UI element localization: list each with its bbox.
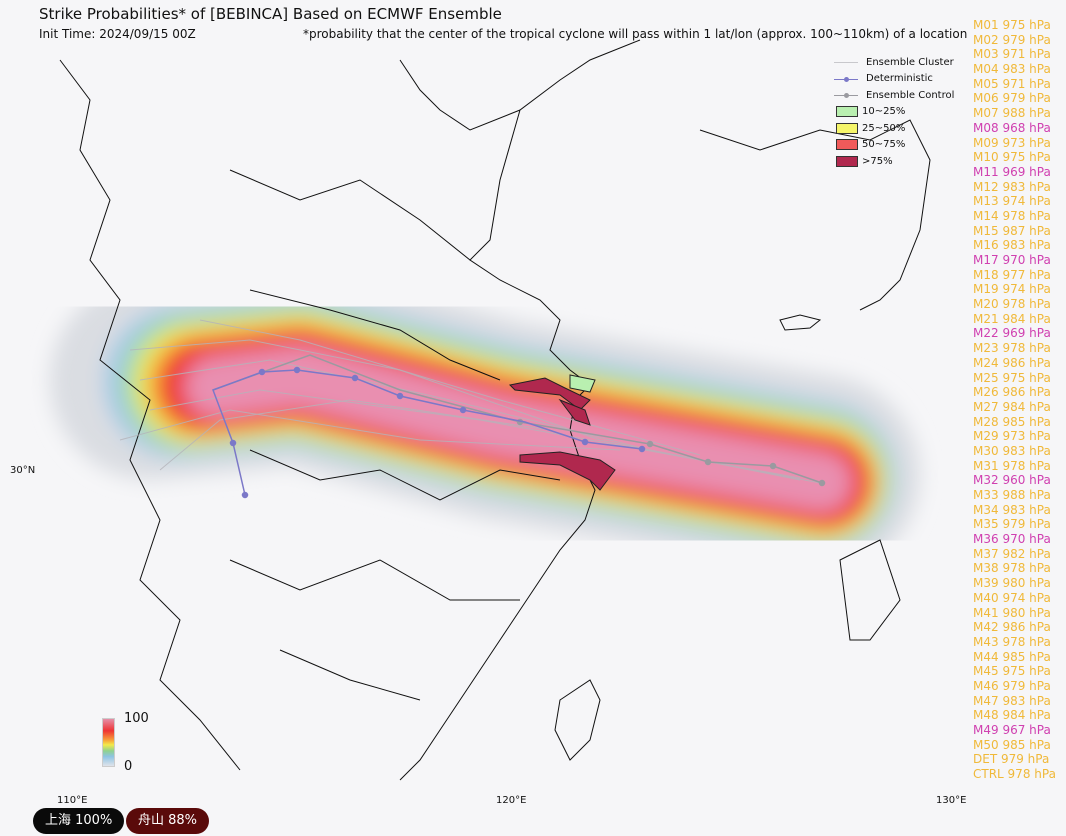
lon-label-110: 110°E [57, 795, 88, 806]
coastline-borders [59, 39, 931, 781]
member-item: M38 978 hPa [973, 561, 1051, 576]
member-item: M44 985 hPa [973, 649, 1051, 664]
member-item: M13 974 hPa [973, 194, 1051, 209]
legend-label: 25~50% [862, 122, 906, 134]
init-time: Init Time: 2024/09/15 00Z [39, 27, 196, 41]
lon-label-130: 130°E [936, 795, 967, 806]
member-item: M17 970 hPa [973, 253, 1051, 267]
legend-label: >75% [862, 155, 893, 167]
member-item: M42 986 hPa [973, 620, 1051, 635]
member-item: M30 983 hPa [973, 443, 1051, 458]
legend-label: Ensemble Control [866, 89, 955, 101]
member-item: M25 975 hPa [973, 370, 1051, 385]
member-item: M37 982 hPa [973, 546, 1051, 561]
member-item: M41 980 hPa [973, 605, 1051, 620]
swatch-icon [836, 122, 858, 134]
member-item: M34 983 hPa [973, 502, 1051, 517]
member-item: M06 979 hPa [973, 91, 1051, 106]
member-item: M04 983 hPa [973, 62, 1051, 77]
member-item: M31 978 hPa [973, 458, 1051, 473]
badge-zhoushan: 舟山 88% [126, 808, 210, 834]
member-item: M23 978 hPa [973, 341, 1051, 356]
member-item: M09 973 hPa [973, 135, 1051, 150]
member-item: M11 969 hPa [973, 164, 1051, 179]
ensemble-control-track [212, 354, 826, 487]
member-item: M49 967 hPa [973, 723, 1051, 737]
legend-10-25: 10~25% [832, 104, 954, 121]
legend-25-50: 25~50% [832, 120, 954, 137]
colorbar-max: 100 [124, 711, 149, 726]
colorbar [102, 718, 115, 767]
legend-label: Ensemble Cluster [866, 56, 954, 68]
badge-shanghai: 上海 100% [33, 808, 125, 834]
member-item: M50 985 hPa [973, 737, 1051, 752]
member-item: M27 984 hPa [973, 399, 1051, 414]
member-item: M47 983 hPa [973, 693, 1051, 708]
member-item: M24 986 hPa [973, 355, 1051, 370]
member-item: M39 980 hPa [973, 576, 1051, 591]
legend-label: 10~25% [862, 106, 906, 118]
member-item: M35 979 hPa [973, 517, 1051, 532]
member-item: M28 985 hPa [973, 414, 1051, 429]
member-item: M12 983 hPa [973, 179, 1051, 194]
legend-ensemble-control: Ensemble Control [832, 87, 954, 104]
legend-ensemble-cluster: Ensemble Cluster [832, 54, 954, 71]
member-item: M15 987 hPa [973, 223, 1051, 238]
legend-deterministic: Deterministic [832, 71, 954, 88]
legend-label: Deterministic [866, 73, 933, 85]
footnote: *probability that the center of the trop… [303, 27, 968, 41]
member-item: DET 979 hPa [973, 752, 1050, 767]
lat-label-30: 30°N [10, 465, 36, 476]
swatch-icon [836, 139, 858, 151]
member-item: M03 971 hPa [973, 47, 1051, 62]
member-item: M16 983 hPa [973, 238, 1051, 253]
member-item: M07 988 hPa [973, 106, 1051, 121]
member-item: M45 975 hPa [973, 664, 1051, 679]
member-item: M32 960 hPa [973, 473, 1051, 488]
member-item: M43 978 hPa [973, 634, 1051, 649]
member-item: M22 969 hPa [973, 326, 1051, 341]
deterministic-track [212, 366, 646, 499]
line-dot-icon [832, 90, 860, 100]
member-item: CTRL 978 hPa [973, 767, 1056, 782]
lon-label-120: 120°E [496, 795, 527, 806]
member-item: M36 970 hPa [973, 532, 1051, 547]
legend-label: 50~75% [862, 139, 906, 151]
member-item: M33 988 hPa [973, 488, 1051, 502]
member-item: M14 978 hPa [973, 208, 1051, 223]
member-item: M29 973 hPa [973, 429, 1051, 444]
member-item: M26 986 hPa [973, 385, 1051, 400]
member-item: M02 979 hPa [973, 32, 1051, 47]
legend-gt-75: >75% [832, 153, 954, 170]
member-item: M18 977 hPa [973, 267, 1051, 282]
line-icon [832, 57, 860, 67]
member-item: M19 974 hPa [973, 282, 1051, 297]
member-pressure-list: M01 975 hPa M02 979 hPa M03 971 hPa M04 983… [973, 18, 1056, 782]
line-dot-icon [832, 74, 860, 84]
legend: Ensemble Cluster Deterministic Ensemble … [832, 54, 954, 170]
swatch-icon [836, 155, 858, 167]
member-item: M10 975 hPa [973, 150, 1051, 165]
member-item: M01 975 hPa [973, 18, 1051, 32]
member-item: M20 978 hPa [973, 297, 1051, 312]
member-item: M46 979 hPa [973, 678, 1051, 693]
chart-title: Strike Probabilities* of [BEBINCA] Based… [39, 5, 502, 23]
swatch-icon [836, 106, 858, 118]
member-item: M48 984 hPa [973, 708, 1051, 723]
member-item: M05 971 hPa [973, 76, 1051, 91]
member-item: M21 984 hPa [973, 311, 1051, 326]
strike-regions [508, 374, 616, 491]
ensemble-cluster-tracks [119, 319, 821, 484]
legend-50-75: 50~75% [832, 137, 954, 154]
colorbar-min: 0 [124, 759, 133, 774]
member-item: M40 974 hPa [973, 590, 1051, 605]
member-item: M08 968 hPa [973, 120, 1051, 135]
